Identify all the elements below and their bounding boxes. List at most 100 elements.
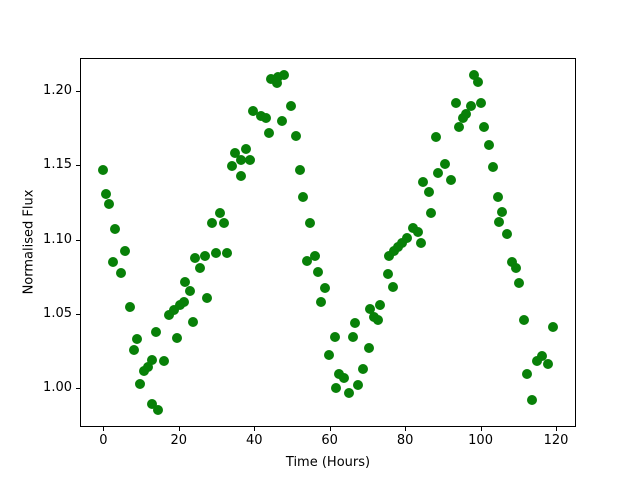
- data-point: [150, 327, 161, 338]
- data-point: [230, 147, 241, 158]
- data-point: [179, 276, 190, 287]
- data-point: [494, 216, 505, 227]
- data-point: [147, 354, 158, 365]
- data-point: [433, 167, 444, 178]
- data-point: [271, 78, 282, 89]
- x-tick: [480, 427, 482, 431]
- y-tick: [76, 91, 80, 93]
- data-point: [496, 207, 507, 218]
- data-point: [374, 299, 385, 310]
- data-point: [373, 315, 384, 326]
- data-point: [124, 301, 135, 312]
- data-point: [320, 283, 331, 294]
- data-point: [514, 277, 525, 288]
- data-point: [309, 250, 320, 261]
- y-tick-label: 1.20: [43, 83, 72, 99]
- y-tick: [76, 387, 80, 389]
- data-point: [323, 350, 334, 361]
- data-point: [492, 191, 503, 202]
- data-point: [116, 267, 127, 278]
- data-point: [506, 256, 517, 267]
- data-point: [423, 187, 434, 198]
- data-point: [522, 369, 533, 380]
- data-point: [331, 382, 342, 393]
- data-point: [349, 317, 360, 328]
- data-point: [363, 343, 374, 354]
- x-tick: [178, 427, 180, 431]
- data-point: [285, 101, 296, 112]
- data-point: [334, 368, 345, 379]
- data-point: [187, 316, 198, 327]
- data-point: [210, 247, 221, 258]
- data-point: [277, 115, 288, 126]
- y-tick: [76, 239, 80, 241]
- data-point: [146, 399, 157, 410]
- data-point: [290, 130, 301, 141]
- data-point: [451, 98, 462, 109]
- data-point: [199, 250, 210, 261]
- data-point: [235, 170, 246, 181]
- data-point: [172, 333, 183, 344]
- data-point: [465, 101, 476, 112]
- data-point: [153, 404, 164, 415]
- data-point: [119, 246, 130, 257]
- data-point: [241, 144, 252, 155]
- data-point: [103, 198, 114, 209]
- data-point: [415, 237, 426, 248]
- data-point: [401, 233, 412, 244]
- data-point: [407, 222, 418, 233]
- data-point: [100, 188, 111, 199]
- data-point: [475, 98, 486, 109]
- data-point: [221, 247, 232, 258]
- data-point: [511, 262, 522, 273]
- data-point: [266, 73, 277, 84]
- data-point: [169, 304, 180, 315]
- data-point: [488, 161, 499, 172]
- y-tick-label: 1.15: [43, 157, 72, 173]
- data-point: [305, 218, 316, 229]
- data-point: [226, 161, 237, 172]
- data-point: [163, 310, 174, 321]
- data-point: [244, 155, 255, 166]
- data-point: [473, 77, 484, 88]
- data-point: [316, 296, 327, 307]
- data-point: [418, 176, 429, 187]
- data-point: [344, 387, 355, 398]
- x-tick: [405, 427, 407, 431]
- data-point: [184, 285, 195, 296]
- data-point: [388, 281, 399, 292]
- data-point: [108, 256, 119, 267]
- data-point: [484, 139, 495, 150]
- data-point: [339, 373, 350, 384]
- x-tick: [103, 427, 105, 431]
- x-axis-label: Time (Hours): [285, 455, 371, 470]
- data-point: [502, 228, 513, 239]
- data-point: [454, 121, 465, 132]
- data-point: [353, 379, 364, 390]
- data-point: [202, 293, 213, 304]
- data-point: [158, 356, 169, 367]
- data-point: [460, 108, 471, 119]
- data-point: [143, 361, 154, 372]
- x-tick-label: 80: [396, 433, 414, 448]
- data-point: [294, 164, 305, 175]
- data-point: [412, 227, 423, 238]
- data-point: [260, 113, 271, 124]
- x-tick-label: 40: [245, 433, 263, 448]
- y-tick: [76, 313, 80, 315]
- data-point: [440, 158, 451, 169]
- data-point: [548, 321, 559, 332]
- x-tick: [556, 427, 557, 431]
- data-point: [134, 379, 145, 390]
- x-tick: [254, 427, 256, 431]
- x-tick: [329, 427, 331, 431]
- data-point: [329, 331, 340, 342]
- data-point: [179, 296, 190, 307]
- data-point: [426, 207, 437, 218]
- x-tick-label: 60: [321, 433, 338, 448]
- data-point: [479, 121, 490, 132]
- data-point: [365, 304, 376, 315]
- data-point: [347, 332, 358, 343]
- data-point: [302, 256, 313, 267]
